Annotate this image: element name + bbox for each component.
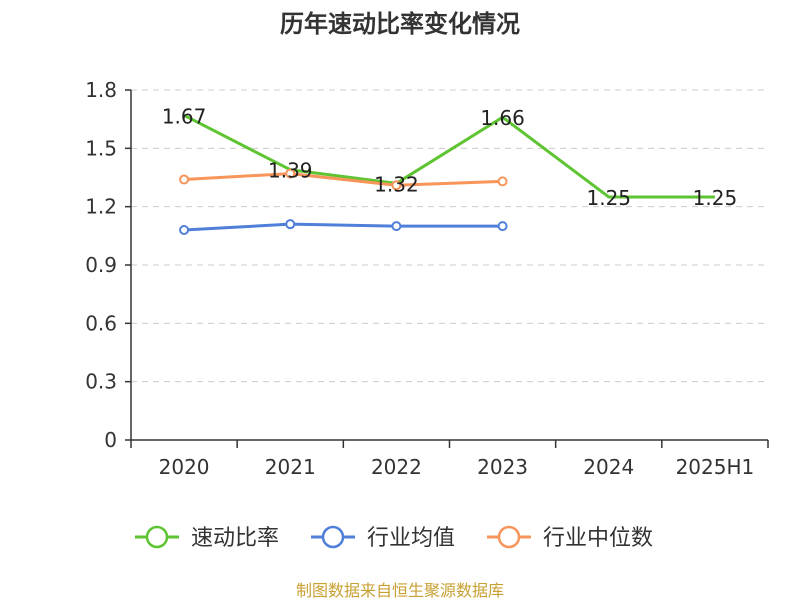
legend-label: 速动比率 <box>191 526 279 551</box>
x-tick-label: 2023 <box>477 455 528 479</box>
y-tick-label: 1.2 <box>85 195 117 219</box>
series-lines <box>179 113 715 235</box>
series-3 <box>179 168 508 191</box>
legend-swatch-marker <box>497 525 521 549</box>
x-tick-label: 2024 <box>583 455 634 479</box>
data-point[interactable] <box>179 174 190 185</box>
legend-item-1[interactable]: 速动比率 <box>135 525 279 551</box>
y-tick-label: 0.3 <box>85 370 117 394</box>
data-label: 1.39 <box>268 159 313 183</box>
y-tick-label: 1.5 <box>85 136 117 160</box>
y-tick-label: 0.6 <box>85 311 117 335</box>
data-label: 1.25 <box>693 186 738 210</box>
legend-label: 行业中位数 <box>543 526 653 551</box>
y-tick-label: 0.9 <box>85 253 117 277</box>
data-point[interactable] <box>285 219 296 230</box>
data-point[interactable] <box>391 221 402 232</box>
series-2 <box>179 219 508 235</box>
legend-label: 行业均值 <box>367 526 455 551</box>
x-tick-label: 2020 <box>159 455 210 479</box>
legend-item-3[interactable]: 行业中位数 <box>487 525 653 551</box>
series-line <box>184 172 503 187</box>
y-tick-label: 1.8 <box>85 78 117 102</box>
data-point[interactable] <box>391 180 402 191</box>
chart-title: 历年速动比率变化情况 <box>280 10 520 38</box>
data-label: 1.67 <box>162 104 207 128</box>
data-point[interactable] <box>179 225 190 235</box>
legend-swatch-marker <box>145 525 169 549</box>
grid <box>131 89 768 383</box>
source-note: 制图数据来自恒生聚源数据库 <box>296 581 504 600</box>
series-line <box>183 113 715 199</box>
data-label: 1.25 <box>586 186 631 210</box>
y-tick-label: 0 <box>104 428 117 452</box>
x-tick-label: 2021 <box>265 455 316 479</box>
series-line <box>184 222 503 232</box>
data-label: 1.32 <box>374 172 419 196</box>
legend-item-2[interactable]: 行业均值 <box>311 525 455 551</box>
data-point[interactable] <box>497 176 508 187</box>
legend[interactable]: 速动比率 行业均值 行业中位数 <box>135 525 653 551</box>
data-labels: 1.67 1.39 1.32 1.66 1.25 1.25 <box>162 104 737 210</box>
data-point[interactable] <box>497 221 508 232</box>
data-label: 1.66 <box>480 106 525 130</box>
series-1 <box>183 113 715 199</box>
data-point[interactable] <box>285 168 296 179</box>
x-tick-label: 2022 <box>371 455 422 479</box>
x-tick-label: 2025H1 <box>676 455 755 479</box>
axes: 0 0.3 0.6 0.9 1.2 1.5 1.8 2020 2021 2022 2023 2024 2… <box>85 78 769 479</box>
legend-swatch-marker <box>321 525 345 549</box>
